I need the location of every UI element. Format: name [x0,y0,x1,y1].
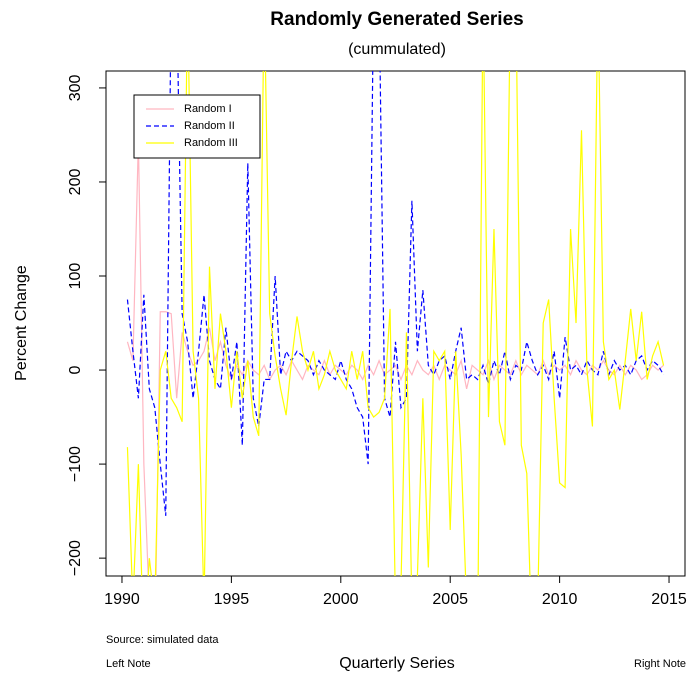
y-tick-label: 300 [67,74,84,101]
x-tick-label: 1995 [214,591,250,608]
legend-label: Random II [184,120,235,132]
y-tick-label: −100 [67,446,84,482]
series-line [126,139,664,576]
x-tick-label: 1990 [104,591,140,608]
plot-area [126,71,665,576]
x-tick-label: 2010 [542,591,578,608]
right-note: Right Note [634,658,686,670]
series-line [126,71,665,516]
source-note: Source: simulated data [106,634,219,646]
y-tick-label: −200 [67,540,84,576]
y-axis-label: Percent Change [13,265,30,381]
x-tick-label: 2000 [323,591,359,608]
legend-label: Random I [184,103,232,115]
legend-label: Random III [184,137,238,149]
y-tick-label: 0 [67,366,84,375]
chart-subtitle: (cummulated) [348,41,446,58]
series-line [126,71,665,576]
x-tick-label: 2005 [432,591,468,608]
chart-title: Randomly Generated Series [270,9,523,30]
x-tick-label: 2015 [651,591,687,608]
left-note: Left Note [106,658,151,670]
y-tick-label: 200 [67,169,84,196]
x-axis-label: Quarterly Series [339,655,455,672]
y-tick-label: 100 [67,263,84,290]
